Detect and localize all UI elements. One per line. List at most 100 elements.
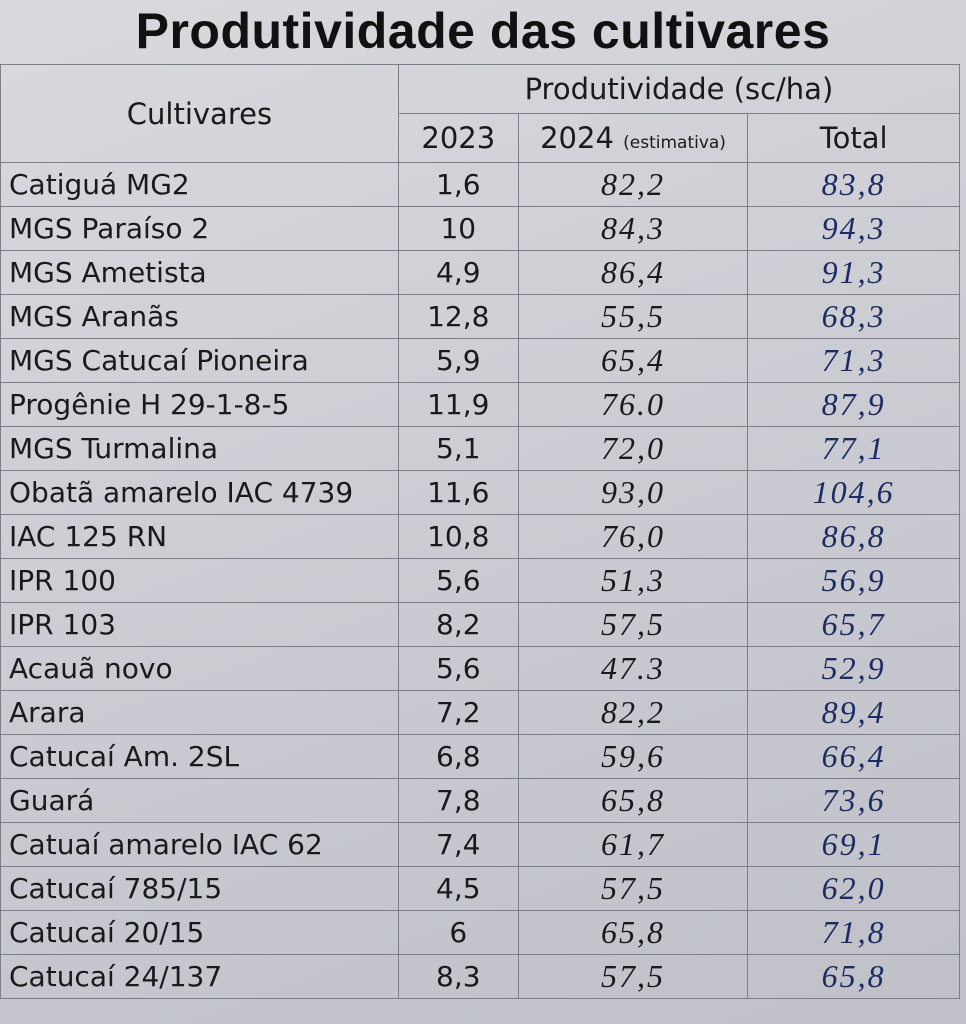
value-total: 83,8 — [747, 162, 960, 207]
table-row: IPR 103 8,2 57,5 65,7 — [0, 602, 960, 647]
value-2024: 72,0 — [517, 426, 749, 471]
value-total: 71,3 — [747, 338, 960, 383]
cultivar-name: IPR 100 — [0, 558, 399, 603]
cultivar-name: IAC 125 RN — [0, 514, 399, 559]
value-2023: 7,4 — [397, 822, 519, 867]
header-2024-year: 2024 — [540, 121, 614, 155]
value-2024: 47.3 — [517, 646, 749, 691]
value-2023: 5,9 — [397, 338, 519, 383]
cultivar-name: MGS Turmalina — [0, 426, 399, 471]
value-2023: 12,8 — [397, 294, 519, 339]
value-2023: 11,6 — [397, 470, 519, 515]
table-row: Progênie H 29-1-8-5 11,9 76.0 87,9 — [0, 382, 960, 427]
table-row: MGS Aranãs 12,8 55,5 68,3 — [0, 294, 960, 339]
header-2023: 2023 — [397, 113, 519, 163]
value-total: 66,4 — [747, 734, 960, 779]
value-total: 68,3 — [747, 294, 960, 339]
cultivar-name: MGS Catucaí Pioneira — [0, 338, 399, 383]
cultivar-name: IPR 103 — [0, 602, 399, 647]
cultivar-name: Obatã amarelo IAC 4739 — [0, 470, 399, 515]
cultivar-name: Catucaí Am. 2SL — [0, 734, 399, 779]
cultivar-name: Acauã novo — [0, 646, 399, 691]
table-row: Acauã novo 5,6 47.3 52,9 — [0, 646, 960, 691]
table-body: Catiguá MG2 1,6 82,2 83,8 MGS Paraíso 2 10 84,… — [0, 162, 960, 999]
table-row: Catuaí amarelo IAC 62 7,4 61,7 69,1 — [0, 822, 960, 867]
value-2023: 5,6 — [397, 646, 519, 691]
value-2024: 59,6 — [517, 734, 749, 779]
value-2024: 55,5 — [517, 294, 749, 339]
table-row: Catucaí Am. 2SL 6,8 59,6 66,4 — [0, 734, 960, 779]
value-2024: 65,8 — [517, 910, 749, 955]
table-row: IAC 125 RN 10,8 76,0 86,8 — [0, 514, 960, 559]
table-row: Catucaí 24/137 8,3 57,5 65,8 — [0, 954, 960, 999]
value-2024: 57,5 — [517, 866, 749, 911]
title: Produtividade das cultivares — [135, 3, 831, 59]
table-row: MGS Paraíso 2 10 84,3 94,3 — [0, 206, 960, 251]
value-2024: 65,8 — [517, 778, 749, 823]
cultivar-name: MGS Paraíso 2 — [0, 206, 399, 251]
header-total: Total — [747, 113, 960, 163]
value-2023: 1,6 — [397, 162, 519, 207]
value-2023: 4,9 — [397, 250, 519, 295]
value-2024: 93,0 — [517, 470, 749, 515]
value-2023: 8,2 — [397, 602, 519, 647]
value-2023: 6 — [397, 910, 519, 955]
value-total: 86,8 — [747, 514, 960, 559]
cultivar-name: Catucaí 24/137 — [0, 954, 399, 999]
table-row: MGS Turmalina 5,1 72,0 77,1 — [0, 426, 960, 471]
value-2024: 57,5 — [517, 954, 749, 999]
cultivar-name: MGS Aranãs — [0, 294, 399, 339]
value-total: 62,0 — [747, 866, 960, 911]
table: Cultivares Produtividade (sc/ha) 2023 20… — [0, 64, 961, 999]
value-2023: 8,3 — [397, 954, 519, 999]
value-2023: 5,1 — [397, 426, 519, 471]
value-total: 71,8 — [747, 910, 960, 955]
value-total: 87,9 — [747, 382, 960, 427]
value-2023: 10 — [397, 206, 519, 251]
value-2024: 82,2 — [517, 690, 749, 735]
table-row: Arara 7,2 82,2 89,4 — [0, 690, 960, 735]
cultivar-name: Catucaí 20/15 — [0, 910, 399, 955]
table-row: Obatã amarelo IAC 4739 11,6 93,0 104,6 — [0, 470, 960, 515]
cultivar-name: MGS Ametista — [0, 250, 399, 295]
value-2024: 61,7 — [517, 822, 749, 867]
table-row: Catucaí 785/15 4,5 57,5 62,0 — [0, 866, 960, 911]
value-total: 94,3 — [747, 206, 960, 251]
value-total: 77,1 — [747, 426, 960, 471]
value-total: 56,9 — [747, 558, 960, 603]
value-2024: 65,4 — [517, 338, 749, 383]
cultivar-name: Guará — [0, 778, 399, 823]
value-total: 69,1 — [747, 822, 960, 867]
value-2024: 57,5 — [517, 602, 749, 647]
table-row: Guará 7,8 65,8 73,6 — [0, 778, 960, 823]
value-2023: 6,8 — [397, 734, 519, 779]
table-row: Catucaí 20/15 6 65,8 71,8 — [0, 910, 960, 955]
table-row: IPR 100 5,6 51,3 56,9 — [0, 558, 960, 603]
value-total: 52,9 — [747, 646, 960, 691]
header-2024-note: (estimativa) — [623, 133, 726, 153]
header-group: Produtividade (sc/ha) — [397, 64, 961, 114]
value-2024: 86,4 — [517, 250, 749, 295]
value-2023: 7,8 — [397, 778, 519, 823]
cultivar-name: Catucaí 785/15 — [0, 866, 399, 911]
cultivar-name: Arara — [0, 690, 399, 735]
table-row: Catiguá MG2 1,6 82,2 83,8 — [0, 162, 960, 207]
value-total: 104,6 — [747, 470, 960, 515]
header-cultivares: Cultivares — [0, 64, 399, 163]
value-2023: 5,6 — [397, 558, 519, 603]
value-2024: 76,0 — [517, 514, 749, 559]
value-2024: 82,2 — [517, 162, 749, 207]
value-total: 73,6 — [747, 778, 960, 823]
value-2023: 4,5 — [397, 866, 519, 911]
value-2023: 10,8 — [397, 514, 519, 559]
value-total: 65,7 — [747, 602, 960, 647]
cultivar-name: Progênie H 29-1-8-5 — [0, 382, 399, 427]
cultivar-name: Catiguá MG2 — [0, 162, 399, 207]
value-2024: 76.0 — [517, 382, 749, 427]
value-total: 91,3 — [747, 250, 960, 295]
value-total: 89,4 — [747, 690, 960, 735]
header-2024: 2024 (estimativa) — [517, 113, 749, 163]
table-row: MGS Ametista 4,9 86,4 91,3 — [0, 250, 960, 295]
